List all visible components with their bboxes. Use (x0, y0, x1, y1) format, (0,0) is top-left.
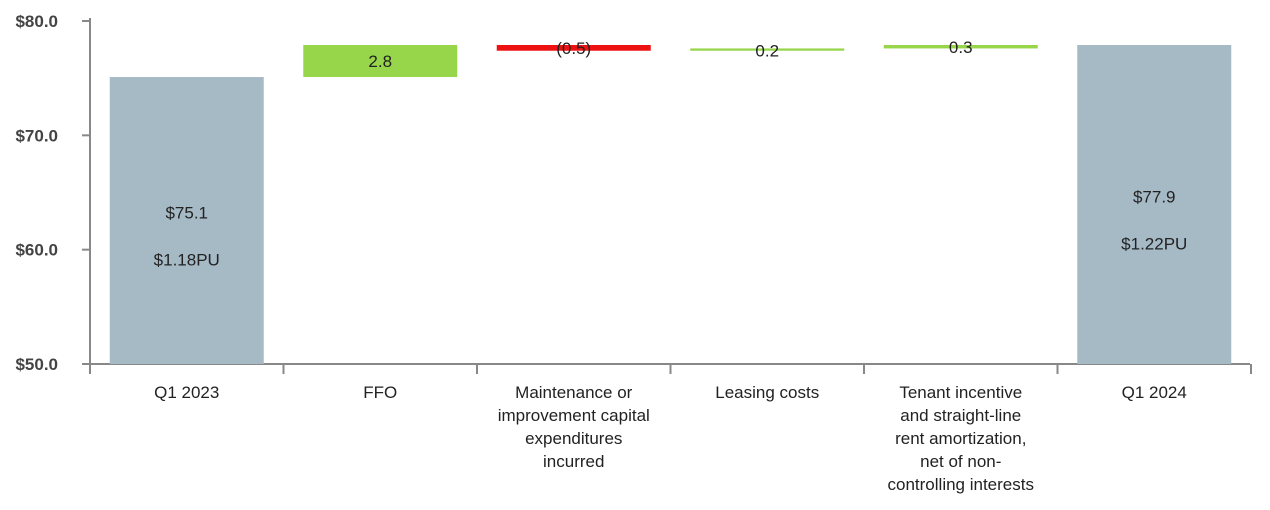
total-bar (109, 77, 264, 365)
decrease-bar (496, 45, 651, 51)
value-label: (0.5) (556, 39, 591, 58)
x-tick-label: Q1 2024 (1122, 383, 1187, 402)
value-label: $75.1 (165, 204, 208, 223)
x-tick-label: Leasing costs (715, 383, 819, 402)
x-tick-label: Q1 2023 (154, 383, 219, 402)
increase-bar (883, 45, 1038, 49)
y-tick-label: $70.0 (15, 126, 58, 145)
value-label: $77.9 (1133, 188, 1176, 207)
per-unit-label: $1.22PU (1121, 235, 1187, 254)
x-tick-label: Tenant incentive and straight-line rent am… (888, 383, 1034, 494)
y-tick-label: $50.0 (15, 355, 58, 374)
value-label: 0.3 (949, 38, 973, 57)
x-tick-label: Maintenance or improvement capital expendi… (498, 383, 650, 471)
increase-bar (690, 48, 845, 51)
x-tick-label: FFO (363, 383, 397, 402)
per-unit-label: $1.18PU (154, 251, 220, 270)
total-bar (1077, 45, 1232, 364)
y-tick-label: $60.0 (15, 241, 58, 260)
increase-bar (303, 45, 458, 78)
value-label: 2.8 (368, 52, 392, 71)
y-tick-label: $80.0 (15, 12, 58, 31)
value-label: 0.2 (755, 41, 779, 60)
